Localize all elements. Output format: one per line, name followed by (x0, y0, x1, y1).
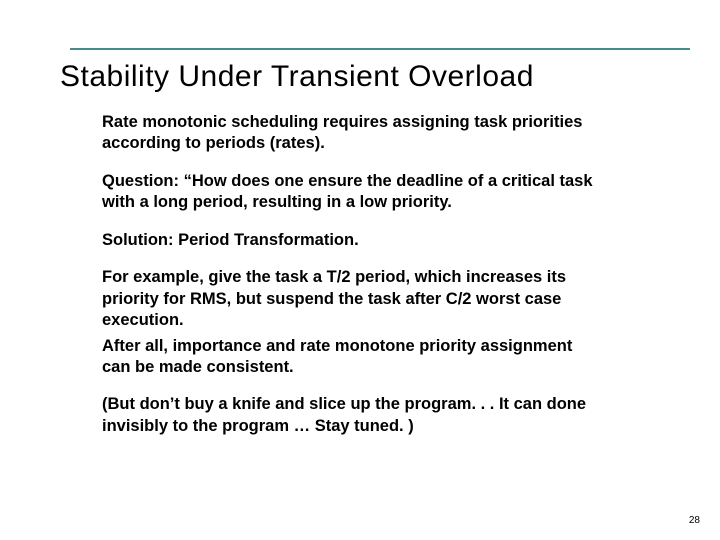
paragraph-example: For example, give the task a T/2 period,… (102, 267, 660, 331)
paragraph-afterall: After all, importance and rate monotone … (102, 336, 660, 379)
page-number: 28 (689, 515, 700, 526)
paragraph-solution: Solution: Period Transformation. (102, 230, 660, 251)
top-divider (70, 48, 690, 50)
slide-title: Stability Under Transient Overload (60, 60, 660, 94)
paragraph-question: Question: “How does one ensure the deadl… (102, 171, 660, 214)
paragraph-intro: Rate monotonic scheduling requires assig… (102, 112, 660, 155)
paragraph-note: (But don’t buy a knife and slice up the … (102, 394, 660, 437)
slide-content: Rate monotonic scheduling requires assig… (60, 112, 660, 437)
slide-container: Stability Under Transient Overload Rate … (0, 0, 720, 437)
